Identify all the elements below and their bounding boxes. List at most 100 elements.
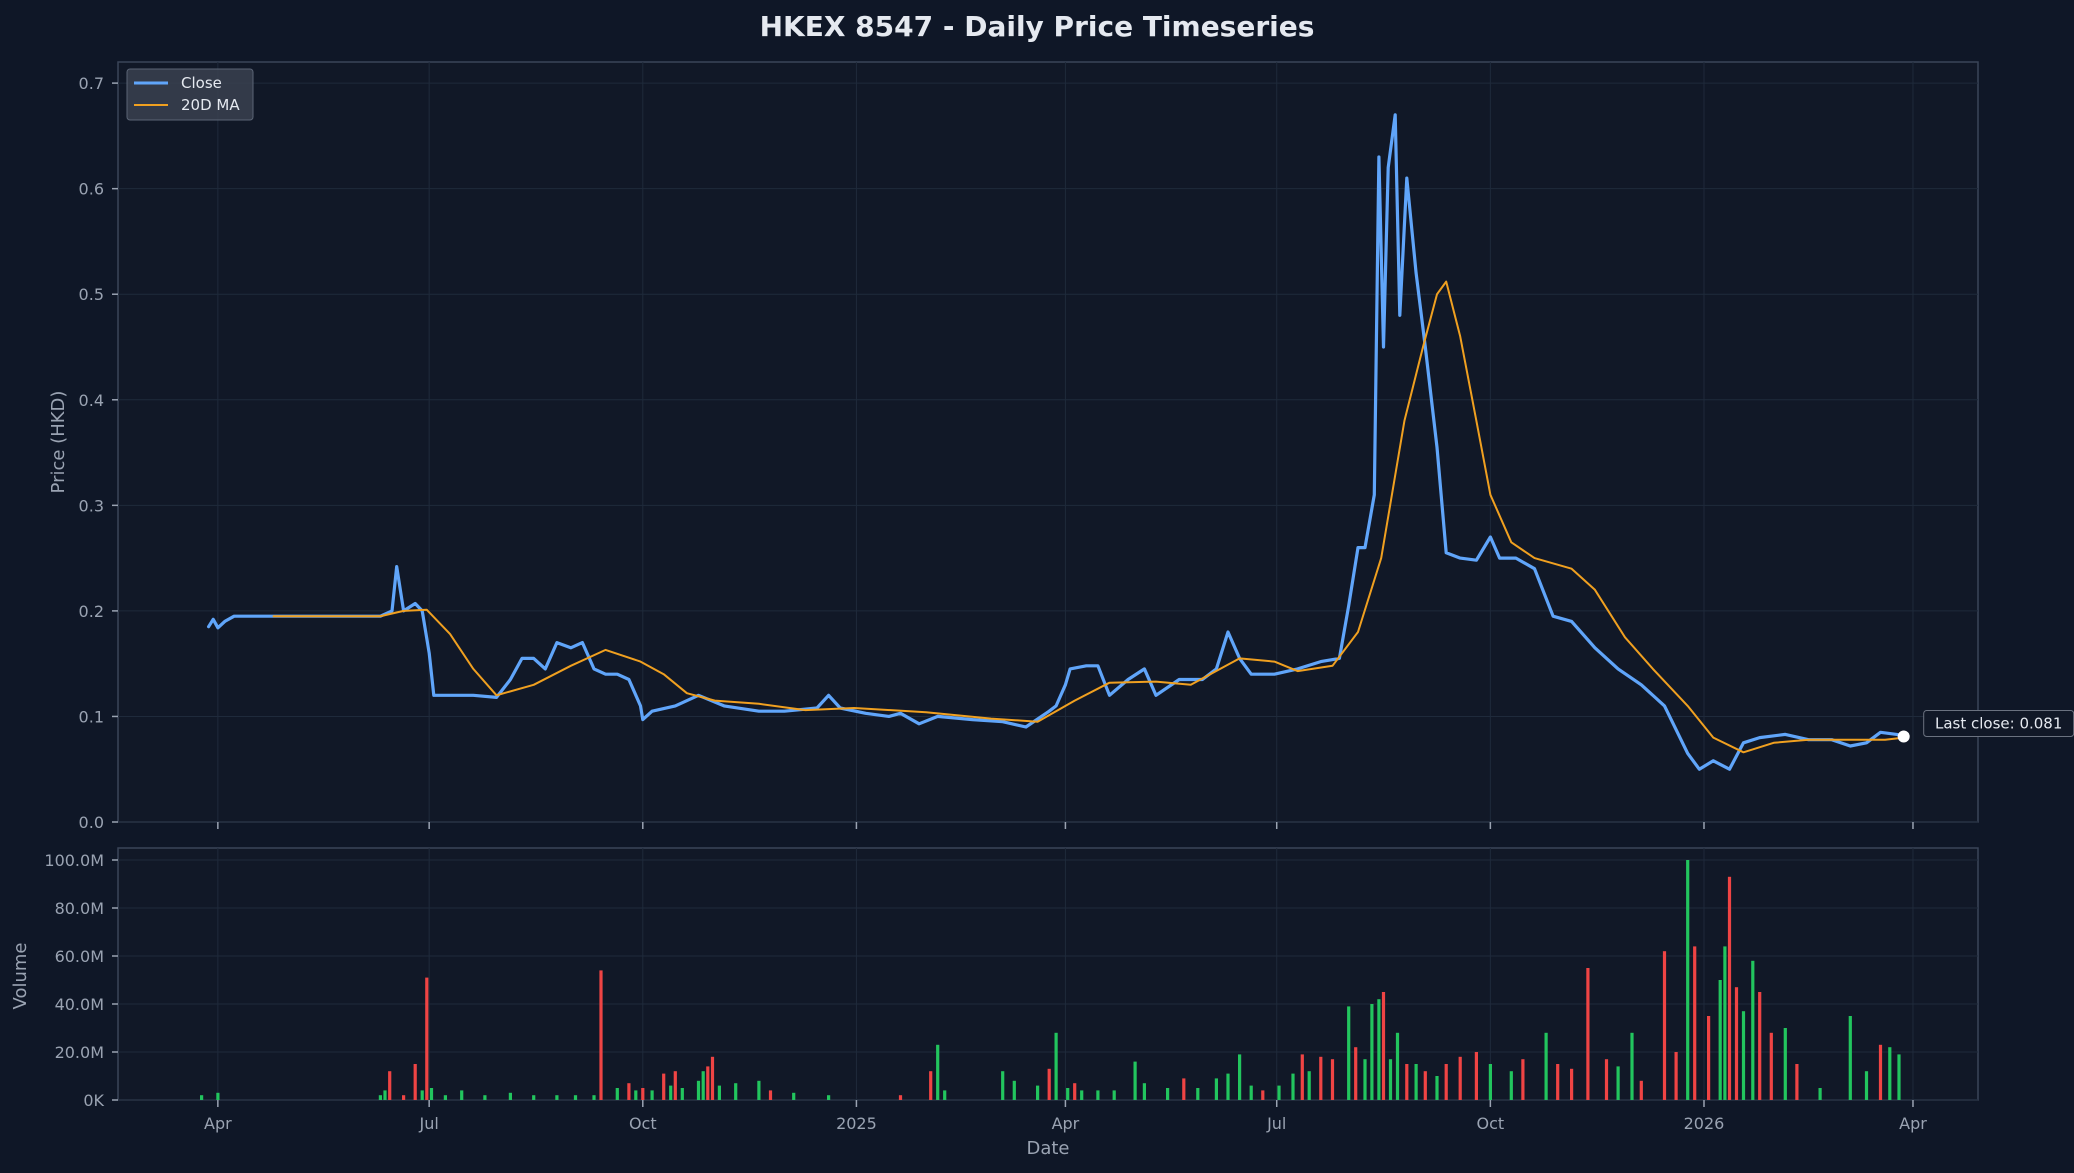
volume-bar xyxy=(429,1088,434,1100)
volume-bar xyxy=(1066,1088,1070,1100)
volume-bar xyxy=(634,1090,638,1100)
price-panel: 0.0 0.1 0.2 0.3 0.4 0.5 0.6 0.7 Price (HKD) Las… xyxy=(48,61,2074,832)
volume-bar xyxy=(1544,1032,1548,1100)
volume-bar xyxy=(1054,1032,1058,1100)
volume-plot-area xyxy=(117,847,1979,1101)
price-series-layer xyxy=(207,113,1906,771)
volume-bar xyxy=(1630,1032,1634,1100)
price-y-tick-label: 0.1 xyxy=(79,707,104,726)
volume-bar xyxy=(650,1090,654,1100)
volume-bar xyxy=(1012,1080,1016,1100)
volume-y-tick-label: 60.0M xyxy=(55,947,104,966)
volume-bar xyxy=(1818,1088,1822,1100)
volume-bar xyxy=(420,1090,424,1100)
price-y-tick-label: 0.3 xyxy=(79,496,104,515)
volume-bar xyxy=(573,1095,578,1100)
volume-bar xyxy=(1509,1071,1513,1100)
volume-bar xyxy=(1414,1064,1418,1100)
volume-bar xyxy=(1639,1080,1643,1100)
close-price-line xyxy=(207,113,1906,771)
volume-bar xyxy=(1556,1064,1560,1100)
volume-bar xyxy=(216,1092,220,1100)
volume-bar xyxy=(898,1095,903,1100)
chart-title: HKEX 8547 - Daily Price Timeseries xyxy=(760,10,1315,43)
volume-bar xyxy=(1848,1016,1852,1100)
volume-y-tick-label: 20.0M xyxy=(55,1043,104,1062)
volume-bar xyxy=(1723,946,1727,1100)
volume-bar xyxy=(1488,1064,1492,1100)
volume-bar xyxy=(1795,1064,1799,1100)
volume-bar xyxy=(1586,968,1590,1100)
volume-bar xyxy=(1662,951,1667,1100)
volume-bar xyxy=(1758,992,1762,1100)
volume-bar xyxy=(1347,1006,1351,1100)
volume-bar xyxy=(701,1071,705,1100)
x-tick-label: Jul xyxy=(1266,1114,1286,1133)
volume-bar xyxy=(1277,1085,1281,1100)
volume-bar xyxy=(1370,1004,1374,1100)
volume-bar xyxy=(1354,1047,1358,1100)
volume-bar xyxy=(555,1095,559,1100)
volume-bar xyxy=(943,1090,947,1100)
x-tick-label: 2025 xyxy=(836,1114,877,1133)
volume-bar xyxy=(1133,1061,1137,1100)
moving-average-line xyxy=(272,280,1905,754)
volume-bar xyxy=(1073,1083,1077,1100)
volume-bar xyxy=(1686,860,1690,1100)
volume-bar xyxy=(768,1090,773,1100)
volume-bar xyxy=(1727,876,1732,1100)
volume-bar xyxy=(1783,1028,1787,1100)
volume-bar xyxy=(460,1090,464,1100)
x-axis-label: Date xyxy=(1026,1138,1069,1159)
x-tick-label: Oct xyxy=(629,1114,657,1133)
last-close-annotation: Last close: 0.081 xyxy=(1897,710,2074,743)
volume-bar xyxy=(1166,1088,1170,1100)
volume-bar xyxy=(827,1095,831,1100)
volume-bar xyxy=(615,1088,619,1100)
legend-label-ma: 20D MA xyxy=(181,96,240,114)
volume-bar xyxy=(1570,1068,1574,1100)
x-tick-label: 2026 xyxy=(1684,1114,1725,1133)
price-plot-area xyxy=(117,61,1979,823)
volume-bar xyxy=(1888,1047,1892,1100)
volume-bar xyxy=(1395,1032,1400,1100)
volume-bar xyxy=(383,1090,387,1100)
x-tick-label: Apr xyxy=(1052,1114,1080,1133)
volume-bar xyxy=(1405,1064,1409,1100)
volume-panel: 0K 20.0M 40.0M 60.0M 80.0M 100.0M Apr Jul Oct 20… xyxy=(10,847,1979,1159)
volume-bar xyxy=(1423,1071,1427,1100)
volume-bar xyxy=(1307,1071,1311,1100)
volume-bar xyxy=(669,1085,673,1100)
volume-bar xyxy=(1435,1076,1439,1100)
volume-bar xyxy=(929,1071,933,1100)
volume-bar xyxy=(402,1095,406,1100)
volume-bar xyxy=(592,1095,596,1100)
volume-bar xyxy=(1864,1071,1869,1100)
volume-bar xyxy=(1196,1088,1200,1100)
volume-bar xyxy=(627,1083,631,1100)
last-close-label: Last close: 0.081 xyxy=(1935,715,2062,733)
volume-bar xyxy=(734,1083,738,1100)
x-tick-label: Jul xyxy=(419,1114,439,1133)
volume-bar xyxy=(1741,1011,1746,1100)
x-axis: Apr Jul Oct 2025 Apr Jul Oct 2026 Apr xyxy=(204,1100,1927,1133)
price-x-ticks xyxy=(217,822,1914,829)
volume-bar xyxy=(1458,1056,1462,1100)
volume-bar xyxy=(1080,1090,1084,1100)
volume-bar xyxy=(483,1095,487,1100)
volume-bar xyxy=(1769,1032,1773,1100)
volume-bar xyxy=(1693,946,1697,1100)
volume-bar xyxy=(710,1056,715,1100)
price-y-tick-label: 0.0 xyxy=(79,813,104,832)
x-tick-label: Apr xyxy=(1899,1114,1927,1133)
volume-bar xyxy=(706,1066,710,1100)
x-tick-label: Apr xyxy=(204,1114,232,1133)
volume-bar xyxy=(1897,1054,1901,1100)
volume-bar xyxy=(696,1080,701,1100)
volume-bar xyxy=(1291,1073,1295,1100)
volume-y-tick-label: 40.0M xyxy=(55,995,104,1014)
volume-bar xyxy=(1444,1064,1448,1100)
volume-bar xyxy=(378,1095,382,1100)
volume-y-axis: 0K 20.0M 40.0M 60.0M 80.0M 100.0M xyxy=(44,851,118,1110)
